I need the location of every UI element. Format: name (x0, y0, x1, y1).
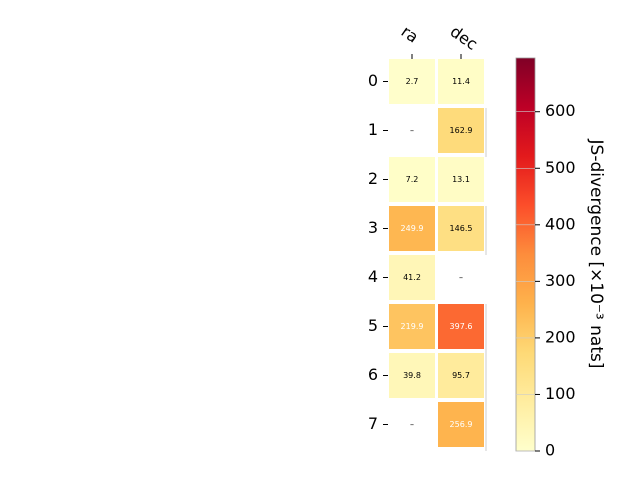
heatmap-cell (438, 108, 484, 153)
heatmap-cell (438, 353, 484, 398)
cell-value-label: 249.9 (401, 224, 424, 233)
cell-value-label: 219.9 (401, 322, 424, 331)
heatmap-cell (389, 157, 435, 202)
heatmap-cell (389, 304, 435, 349)
cell-value-label: 2.7 (406, 77, 419, 86)
heatmap-cell (389, 255, 435, 300)
cell-value-label: 95.7 (452, 371, 470, 380)
colorbar-tick-label: 300 (545, 271, 576, 290)
heatmap-cells: 2.7 11.4 – 162.9 7.2 13.1 249.9 146.5 41.2 – 219.9… (389, 59, 487, 451)
cell-value-label: – (410, 420, 414, 429)
cell-value-label: 256.9 (450, 420, 473, 429)
column-label-dec: dec (447, 22, 481, 54)
row-label-2: 2 (368, 169, 378, 188)
row-label-5: 5 (368, 316, 378, 335)
cell-value-label: 162.9 (450, 126, 473, 135)
colorbar-tick-label: 200 (545, 327, 576, 346)
colorbar-label: JS-divergence [×10⁻³ nats] (586, 139, 606, 369)
heatmap-cell (438, 304, 484, 349)
cell-value-label: 11.4 (452, 77, 470, 86)
cell-value-label: 41.2 (403, 273, 421, 282)
colorbar-tick-label: 100 (545, 384, 576, 403)
column-label-ra: ra (398, 22, 422, 47)
cell-value-label: – (459, 273, 463, 282)
heatmap-cell (389, 206, 435, 251)
colorbar-ticks: 0 100 200 300 400 500 600 (516, 101, 576, 460)
heatmap-cell (438, 402, 484, 447)
heatmap-cell (389, 353, 435, 398)
row-label-7: 7 (368, 414, 378, 433)
row-label-1: 1 (368, 120, 378, 139)
heatmap-cell (438, 157, 484, 202)
cell-value-label: 13.1 (452, 175, 470, 184)
colorbar-tick-label: 400 (545, 214, 576, 233)
cell-value-label: 397.6 (450, 322, 473, 331)
row-label-4: 4 (368, 267, 378, 286)
row-label-3: 3 (368, 218, 378, 237)
heatmap-cell (438, 206, 484, 251)
heatmap-cell (438, 59, 484, 104)
heatmap-cell (389, 59, 435, 104)
cell-value-label: 39.8 (403, 371, 421, 380)
row-labels: 0 1 2 3 4 5 6 7 (368, 71, 388, 433)
row-label-0: 0 (368, 71, 378, 90)
cell-value-label: 7.2 (406, 175, 419, 184)
colorbar-tick-label: 0 (545, 441, 555, 460)
cell-value-label: – (410, 126, 414, 135)
column-labels: ra dec (398, 22, 481, 59)
colorbar (515, 57, 536, 452)
cell-value-label: 146.5 (450, 224, 473, 233)
colorbar-tick-label: 600 (545, 101, 576, 120)
colorbar-gradient (515, 57, 536, 452)
row-label-6: 6 (368, 365, 378, 384)
colorbar-tick-label: 500 (545, 158, 576, 177)
